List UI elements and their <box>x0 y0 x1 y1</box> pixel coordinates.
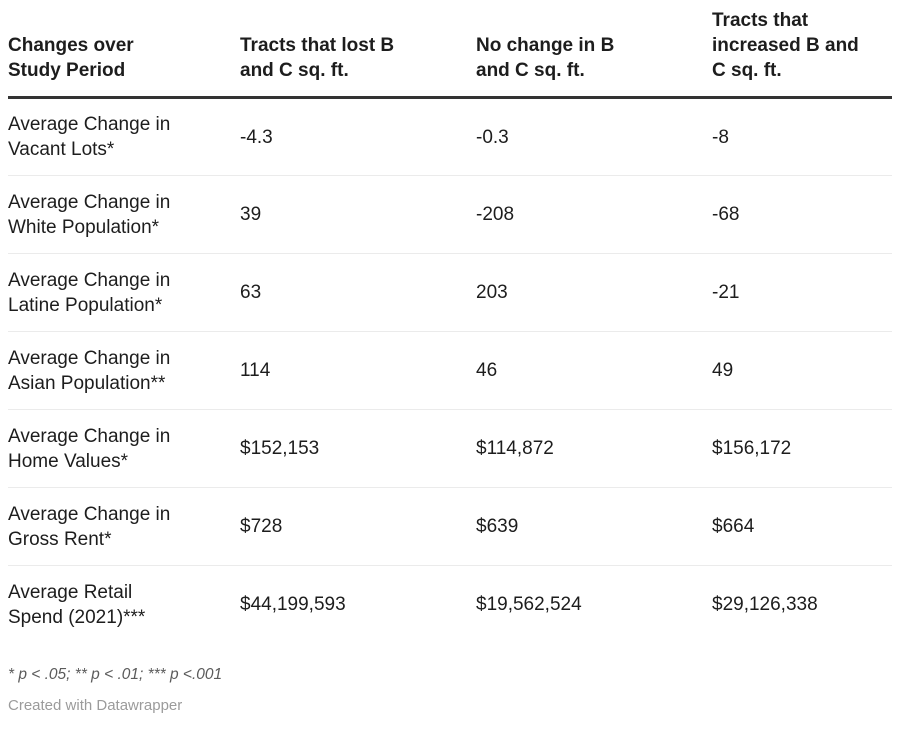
column-header-no-change-sqft: No change in B and C sq. ft. <box>476 8 712 99</box>
cell-value: $664 <box>712 487 892 566</box>
cell-value: -21 <box>712 253 892 332</box>
cell-value: $728 <box>240 487 476 566</box>
table-body: Average Change in Vacant Lots* -4.3 -0.3 -8… <box>8 97 892 644</box>
column-header-increased-sqft: Tracts that increased B and C sq. ft. <box>712 8 892 99</box>
row-label: Average Change in Asian Population** <box>8 331 240 410</box>
cell-value: 203 <box>476 253 712 332</box>
data-table: Changes over Study Period Tracts that lo… <box>8 8 892 644</box>
table-header: Changes over Study Period Tracts that lo… <box>8 8 892 99</box>
cell-value: 46 <box>476 331 712 410</box>
row-label: Average Change in Home Values* <box>8 409 240 488</box>
cell-value: -68 <box>712 175 892 254</box>
row-label: Average Change in White Population* <box>8 175 240 254</box>
cell-value: $114,872 <box>476 409 712 488</box>
cell-value: $44,199,593 <box>240 594 346 616</box>
cell-value: $639 <box>476 487 712 566</box>
row-label: Average Retail Spend (2021)*** <box>8 581 146 628</box>
cell-value: -8 <box>712 97 892 176</box>
cell-value: 39 <box>240 175 476 254</box>
cell-value: $152,153 <box>240 409 476 488</box>
cell-value: $19,562,524 <box>476 594 582 616</box>
cell-value: $156,172 <box>712 409 892 488</box>
cell-value: -208 <box>476 175 712 254</box>
table-row: Average Retail Spend (2021)*** $44,199,59… <box>8 566 892 644</box>
table-row: Average Change in Latine Population* 63 20… <box>8 253 892 332</box>
cell-value: 63 <box>240 253 476 332</box>
cell-value: 114 <box>240 331 476 410</box>
row-label: Average Change in Gross Rent* <box>8 487 240 566</box>
row-label: Average Change in Vacant Lots* <box>8 97 240 176</box>
datawrapper-credit-link[interactable]: Created with Datawrapper <box>8 696 183 714</box>
table-row: Average Change in Gross Rent* $728 $639 $66… <box>8 487 892 566</box>
table-row: Average Change in Asian Population** 114 4… <box>8 331 892 410</box>
cell-value: -0.3 <box>476 97 712 176</box>
column-header-lost-sqft: Tracts that lost B and C sq. ft. <box>240 8 476 99</box>
table-row: Average Change in White Population* 39 -20… <box>8 175 892 254</box>
cell-value: $29,126,338 <box>712 594 818 616</box>
cell-value: -4.3 <box>240 97 476 176</box>
row-label: Average Change in Latine Population* <box>8 253 240 332</box>
table-row: Average Change in Home Values* $152,153 $1… <box>8 409 892 488</box>
column-header-row-labels: Changes over Study Period <box>8 8 240 99</box>
significance-footnote: * p < .05; ** p < .01; *** p <.001 <box>8 665 223 683</box>
table-row: Average Change in Vacant Lots* -4.3 -0.3 -8 <box>8 97 892 176</box>
cell-value: 49 <box>712 331 892 410</box>
header-row: Changes over Study Period Tracts that lo… <box>8 8 892 99</box>
